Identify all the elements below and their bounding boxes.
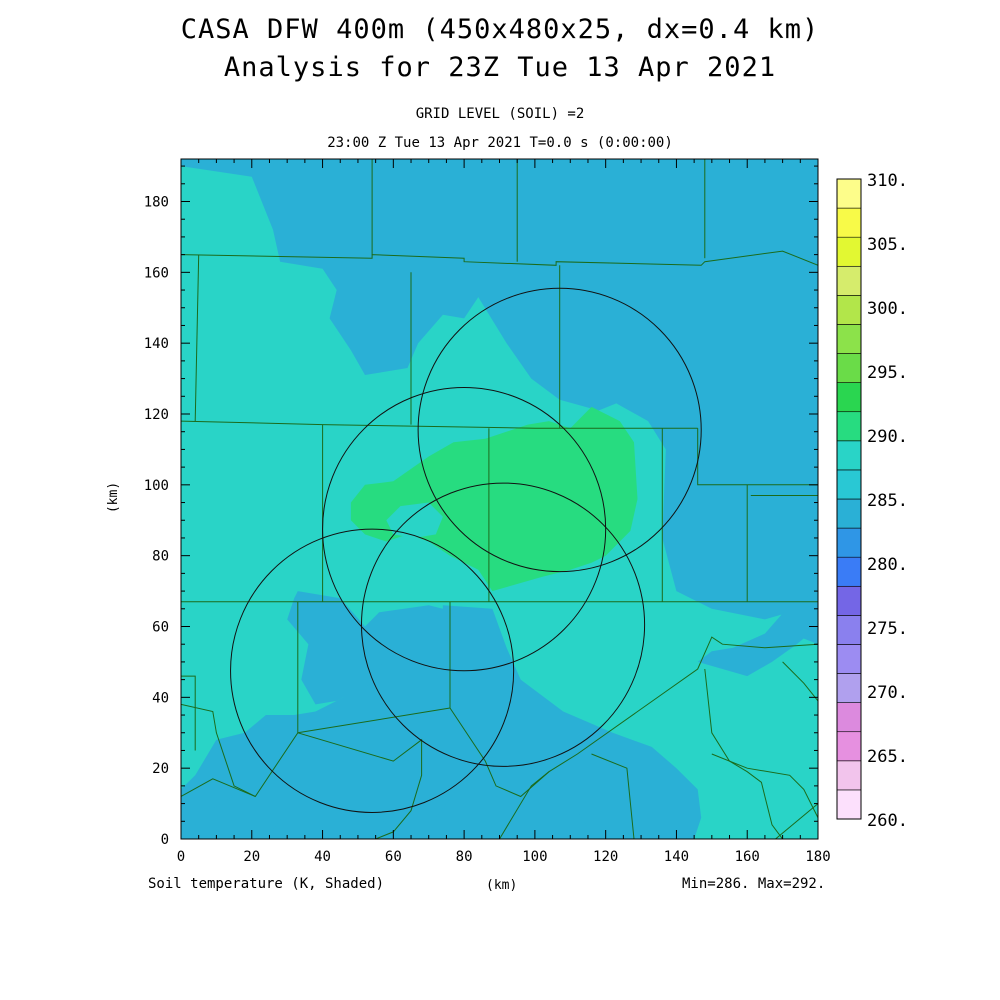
colorbar-swatch <box>836 324 862 354</box>
colorbar-swatch <box>836 265 862 296</box>
x-tick-label: 80 <box>456 849 473 865</box>
radar-ring-2 <box>360 482 646 767</box>
y-tick-label: 0 <box>161 832 169 848</box>
colorbar-label: 280. <box>867 555 908 575</box>
radar-rings <box>230 287 702 813</box>
county-boundary-25 <box>711 753 818 819</box>
colorbar-swatch <box>836 527 862 558</box>
temperature-region-285-1 <box>287 591 383 705</box>
x-tick-label: 100 <box>522 849 547 865</box>
colorbar-swatch <box>836 556 862 587</box>
colorbar-swatch <box>836 236 862 267</box>
colorbar-swatch <box>836 731 862 762</box>
county-boundary-14 <box>750 495 818 602</box>
colorbar-swatch <box>836 295 862 325</box>
colorbar-swatch <box>836 178 862 209</box>
county-boundary-1 <box>181 420 698 429</box>
y-tick-label: 140 <box>144 336 169 352</box>
county-boundary-20 <box>181 675 196 751</box>
county-boundary-0 <box>181 250 818 266</box>
x-tick-label: 60 <box>385 849 402 865</box>
temperature-region-285-5 <box>365 810 387 839</box>
colorbar-label: 310. <box>867 171 908 191</box>
colorbar-label: 285. <box>867 491 908 511</box>
y-tick-label: 20 <box>152 761 169 777</box>
temperature-region-285-2 <box>428 605 702 839</box>
colorbar-swatch <box>836 440 862 471</box>
county-boundary-17 <box>181 732 423 839</box>
colorbar-swatch <box>836 673 862 703</box>
colorbar-label: 305. <box>867 235 908 255</box>
field-label: Soil temperature (K, Shaded) <box>148 876 385 892</box>
y-tick-label: 100 <box>144 478 169 494</box>
y-tick-label: 60 <box>152 620 169 636</box>
county-boundary-10 <box>697 428 818 486</box>
county-boundary-19 <box>297 707 451 734</box>
x-tick-label: 120 <box>593 849 618 865</box>
colorbar-label: 270. <box>867 683 908 703</box>
x-tick-label: 20 <box>243 849 260 865</box>
x-tick-label: 180 <box>805 849 830 865</box>
colorbar: 260. 265. 270. 275. 280. 285. 290. 295. 300. 305.… <box>836 171 908 831</box>
axis-ticks <box>180 159 819 840</box>
colorbar-label: 275. <box>867 619 908 639</box>
county-boundaries <box>181 159 818 839</box>
chart-subtitle-analysis: Analysis for 23Z Tue 13 Apr 2021 <box>223 52 777 83</box>
colorbar-swatch <box>836 382 862 413</box>
temperature-region-290-7 <box>386 502 443 538</box>
colorbar-swatch <box>836 702 862 733</box>
temperature-region-295-6 <box>350 406 638 592</box>
x-tick-label: 40 <box>314 849 331 865</box>
colorbar-swatch <box>836 469 862 500</box>
y-tick-label: 180 <box>144 195 169 211</box>
radar-ring-1 <box>322 386 607 672</box>
colorbar-swatch <box>836 585 862 616</box>
radar-ring-3 <box>230 528 515 813</box>
shaded-field <box>181 166 818 839</box>
county-boundary-23 <box>704 668 784 839</box>
colorbar-label: 300. <box>867 299 908 319</box>
county-boundary-26 <box>782 661 818 702</box>
county-boundary-18 <box>449 601 818 798</box>
grid-level-label: GRID LEVEL (SOIL) =2 <box>415 106 585 122</box>
county-boundary-6 <box>194 254 200 422</box>
temperature-region-285-4 <box>195 789 288 839</box>
colorbar-swatch <box>836 207 862 238</box>
colorbar-swatch <box>836 644 862 674</box>
colorbar-swatch <box>836 411 862 442</box>
x-tick-label: 140 <box>664 849 689 865</box>
colorbar-swatch <box>836 353 862 383</box>
colorbar-label: 290. <box>867 427 908 447</box>
x-axis-label: (km) <box>486 878 518 893</box>
temperature-region-285-3 <box>697 591 818 677</box>
colorbar-frame <box>836 178 862 820</box>
radar-ring-0 <box>417 287 702 573</box>
colorbar-swatch <box>836 789 862 820</box>
chart-title: CASA DFW 400m (450x480x25, dx=0.4 km) <box>180 14 820 45</box>
y-tick-label: 160 <box>144 265 169 281</box>
colorbar-swatch <box>836 615 862 645</box>
time-label: 23:00 Z Tue 13 Apr 2021 T=0.0 s (0:00:00… <box>327 135 673 151</box>
county-boundary-24 <box>775 803 818 839</box>
x-tick-label: 0 <box>177 849 185 865</box>
colorbar-label: 260. <box>867 811 908 831</box>
x-tick-label: 160 <box>735 849 760 865</box>
county-boundary-22 <box>591 753 635 839</box>
y-tick-label: 120 <box>144 407 169 423</box>
county-boundary-21 <box>499 771 550 839</box>
colorbar-label: 265. <box>867 747 908 767</box>
colorbar-swatch <box>836 498 862 529</box>
min-max-label: Min=286. Max=292. <box>682 876 826 892</box>
colorbar-label: 295. <box>867 363 908 383</box>
colorbar-swatch <box>836 760 862 791</box>
y-tick-label: 40 <box>152 690 169 706</box>
y-tick-label: 80 <box>152 549 169 565</box>
county-boundary-16 <box>181 703 256 797</box>
